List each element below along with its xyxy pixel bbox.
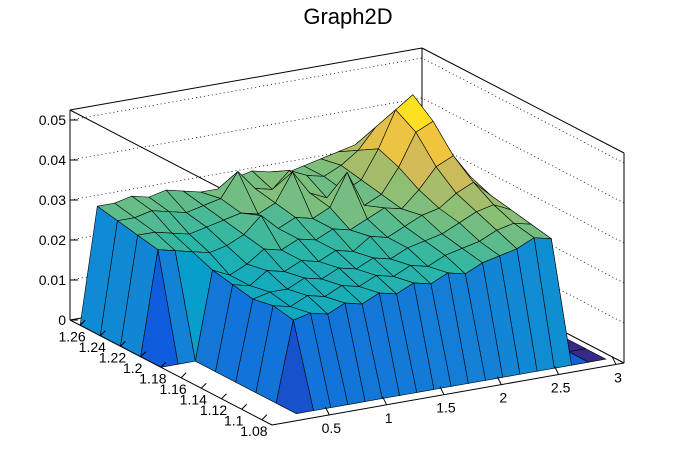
y-tick: [221, 393, 227, 400]
surface-cell: [275, 320, 314, 415]
z-tick-label: 0.03: [39, 192, 66, 208]
y-tick-label: 1.22: [99, 349, 126, 365]
x-tick: [611, 356, 617, 365]
y-tick-label: 1.14: [180, 391, 207, 407]
y-tick-label: 1.26: [58, 328, 85, 344]
frame-edge: [421, 47, 625, 154]
x-tick-label: 2.5: [551, 380, 571, 396]
x-tick-label: 0.5: [322, 420, 342, 436]
y-tick-label: 1.08: [240, 423, 267, 439]
z-tick-label: 0.02: [39, 232, 66, 248]
x-tick: [382, 396, 388, 406]
z-gridline: [69, 57, 625, 164]
y-tick: [120, 340, 126, 347]
y-tick: [261, 414, 268, 421]
y-tick-label: 1.1: [224, 412, 244, 428]
y-tick-label: 1.24: [79, 339, 106, 355]
y-tick: [160, 361, 167, 368]
y-tick: [200, 382, 207, 389]
x-tick: [496, 376, 502, 385]
z-tick-label: 0.04: [39, 152, 66, 168]
y-axis-line: [69, 319, 273, 426]
y-tick-label: 1.12: [200, 402, 227, 418]
surface: [79, 94, 607, 415]
z-tick-label: 0: [58, 312, 66, 328]
x-tick: [324, 406, 330, 416]
y-tick-label: 1.2: [123, 360, 143, 376]
x-tick: [439, 386, 445, 395]
z-tick-label: 0.05: [39, 112, 66, 128]
z-tick-label: 0.01: [39, 272, 66, 288]
x-tick-label: 2: [499, 390, 507, 406]
frame-edge: [69, 47, 423, 111]
x-axis-line: [271, 362, 625, 426]
x-tick-label: 1.5: [436, 400, 456, 416]
y-tick: [140, 351, 147, 358]
x-tick: [554, 366, 560, 375]
y-tick-label: 1.18: [139, 370, 166, 386]
chart-title: Graph2D: [303, 4, 392, 29]
y-tick: [241, 403, 248, 410]
y-tick: [180, 372, 187, 379]
y-tick-label: 1.16: [159, 381, 186, 397]
x-tick-label: 3: [614, 369, 622, 385]
x-tick-label: 1: [385, 410, 393, 426]
axes: 0 0.01 0.02 0.03 0.04 0.05 1.081.11.121.141.16…: [39, 110, 625, 439]
y-tick: [79, 319, 86, 326]
y-tick: [99, 330, 106, 337]
